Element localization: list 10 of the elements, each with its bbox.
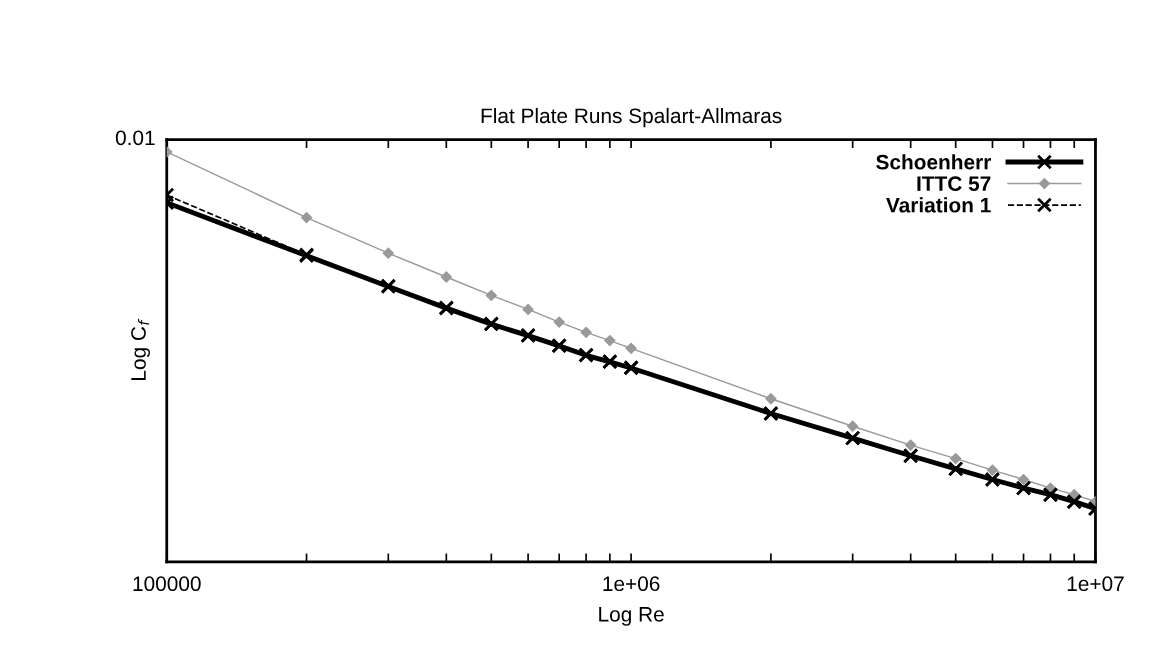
legend-label: Schoenherr [876,154,991,170]
x-tick-label: 1e+06 [603,576,660,592]
text: 0.01 [115,130,155,146]
chart-title: Flat Plate Runs Spalart-Allmaras [481,107,782,128]
x-tick-label: 100000 [133,576,201,592]
legend-label: Variation 1 [886,197,991,213]
legend-label: ITTC 57 [917,176,991,192]
x-axis-title: Log Re [599,607,664,626]
y-axis-title: Log C$_{f}$ [131,318,150,380]
x-tick-label: 1e+07 [1067,576,1124,592]
